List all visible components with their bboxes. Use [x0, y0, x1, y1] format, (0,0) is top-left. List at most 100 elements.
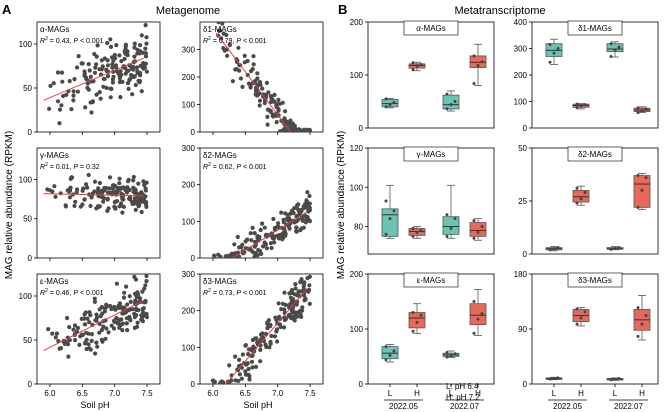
panel-frame	[199, 273, 324, 385]
data-point	[68, 186, 73, 191]
data-point	[101, 84, 106, 89]
data-point	[125, 302, 130, 307]
data-point	[277, 101, 282, 106]
data-point	[101, 324, 106, 329]
data-point	[75, 325, 81, 331]
data-points	[43, 274, 149, 359]
data-point	[307, 205, 312, 210]
data-point	[260, 221, 265, 226]
data-point	[221, 46, 226, 51]
box	[381, 208, 399, 237]
stats-label: R2 = 0.46, P < 0.001	[40, 288, 104, 297]
data-point	[99, 327, 104, 333]
box	[381, 98, 399, 108]
data-point	[108, 95, 113, 100]
data-point	[300, 305, 305, 310]
y-tick-label: 100	[182, 343, 196, 352]
data-point	[261, 244, 266, 249]
data-point	[257, 98, 263, 103]
box-point	[480, 225, 484, 229]
data-point	[93, 351, 98, 356]
x-tick-label: 7.0	[109, 389, 121, 398]
data-point	[57, 107, 63, 112]
data-point	[217, 28, 222, 33]
data-point	[287, 291, 292, 296]
data-point	[246, 347, 251, 352]
box	[469, 222, 487, 237]
data-point	[71, 89, 76, 94]
data-point	[123, 187, 128, 193]
box-point	[556, 246, 560, 250]
data-point	[83, 105, 88, 110]
box-point	[449, 353, 453, 357]
data-point	[287, 226, 292, 231]
panel-title-box	[403, 272, 459, 288]
data-point	[133, 207, 138, 212]
y-tick-label: 0	[191, 380, 196, 389]
box-point	[392, 101, 396, 105]
box-panel-4: 0 100 200 ε-MAGs L H L H 2022.05 2022.07	[350, 270, 495, 411]
box-point	[583, 191, 587, 195]
y-tick-label: 100	[19, 292, 33, 301]
data-point	[227, 42, 232, 47]
data-point	[258, 347, 263, 352]
data-point	[293, 282, 298, 287]
fit-line	[43, 193, 144, 197]
data-point	[271, 216, 276, 222]
y-tick-label: 50	[23, 215, 32, 224]
panel-label: ε-MAGs	[417, 276, 445, 285]
data-point	[105, 196, 110, 201]
data-point	[105, 63, 111, 68]
data-point	[124, 321, 129, 326]
panel-label: δ1-MAGs	[203, 25, 237, 34]
data-point	[80, 202, 85, 207]
data-point	[294, 229, 299, 234]
y-tick-label: 400	[514, 18, 528, 27]
box-point	[480, 312, 484, 316]
data-point	[120, 210, 125, 215]
data-point	[249, 359, 255, 364]
data-point	[283, 109, 288, 114]
data-point	[132, 54, 137, 59]
data-point	[95, 204, 101, 209]
data-point	[64, 92, 69, 97]
data-point	[55, 70, 61, 75]
data-point	[67, 338, 72, 343]
data-point	[97, 330, 102, 335]
data-point	[95, 344, 100, 349]
box-point	[556, 376, 560, 380]
data-point	[119, 194, 124, 199]
data-point	[274, 329, 279, 334]
data-point	[251, 54, 256, 59]
x-tick-label: 6.5	[240, 389, 252, 398]
data-point	[114, 43, 119, 48]
data-point	[135, 320, 140, 325]
data-point	[110, 183, 116, 188]
data-point	[132, 45, 137, 50]
data-point	[143, 54, 149, 59]
scatter-panel-5: 0 100 200 300 6.0 6.5 7.0 7.5 δ3-MAGs R2 = 0.73, …	[182, 270, 324, 398]
data-point	[219, 379, 224, 384]
data-point	[134, 65, 140, 70]
data-point	[132, 274, 137, 279]
box-point	[449, 103, 453, 107]
scatter-panel-2: 0 50 100 γ-MAGs R2 = 0.01, P = 0.32	[19, 147, 161, 263]
box-point	[575, 201, 579, 205]
box-point	[472, 300, 476, 303]
y-axis-label-left: MAG relative abundance (RPKM)	[4, 131, 15, 279]
scatter-panel-4: 0 50 100 6.0 6.5 7.0 7.5 ε-MAGs R2 = 0.46, P < 0…	[19, 273, 161, 398]
y-tick-label: 0	[28, 128, 33, 137]
data-point	[305, 128, 310, 132]
data-point	[79, 316, 84, 321]
data-point	[143, 200, 148, 205]
data-point	[249, 238, 254, 243]
data-point	[276, 301, 281, 306]
data-point	[102, 309, 107, 314]
data-point	[133, 292, 138, 297]
data-point	[131, 74, 136, 79]
data-point	[65, 315, 70, 321]
data-point	[248, 84, 253, 89]
data-point	[137, 296, 143, 301]
data-point	[112, 52, 117, 58]
data-point	[105, 74, 111, 79]
